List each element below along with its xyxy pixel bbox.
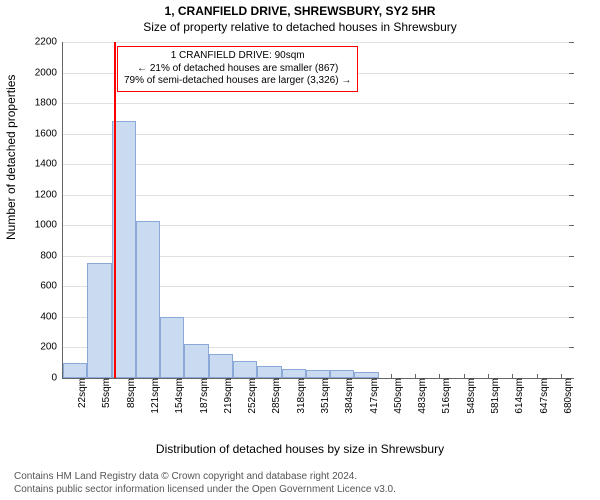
- x-tick-label: 88sqm: [124, 378, 137, 408]
- gridline-h: [63, 134, 573, 135]
- x-tick-label: 417sqm: [367, 378, 380, 414]
- y-tick-label: 1400: [35, 159, 63, 170]
- y-tick-mark: [569, 286, 574, 287]
- gridline-h: [63, 164, 573, 165]
- y-tick-mark: [569, 73, 574, 74]
- x-tick-label: 450sqm: [391, 378, 404, 414]
- histogram-bar: [257, 366, 281, 378]
- histogram-bar: [282, 369, 306, 378]
- histogram-bar: [306, 370, 330, 378]
- histogram-bar: [209, 354, 233, 378]
- y-tick-label: 2000: [35, 67, 63, 78]
- x-tick-label: 614sqm: [512, 378, 525, 414]
- histogram-bar: [136, 221, 160, 378]
- histogram-bar: [233, 361, 257, 378]
- property-marker-line: [114, 42, 116, 378]
- page-title-line2: Size of property relative to detached ho…: [0, 20, 600, 34]
- footer-line-2: Contains public sector information licen…: [14, 484, 396, 497]
- y-tick-mark: [569, 195, 574, 196]
- histogram-bar: [330, 370, 354, 378]
- y-tick-label: 400: [40, 311, 63, 322]
- y-tick-label: 1600: [35, 128, 63, 139]
- histogram-bar: [87, 263, 111, 378]
- x-tick-label: 187sqm: [197, 378, 210, 414]
- footer-line-1: Contains HM Land Registry data © Crown c…: [14, 471, 396, 484]
- x-tick-label: 55sqm: [99, 378, 112, 408]
- y-tick-label: 1800: [35, 98, 63, 109]
- gridline-h: [63, 42, 573, 43]
- y-tick-mark: [569, 256, 574, 257]
- y-tick-mark: [569, 164, 574, 165]
- gridline-h: [63, 103, 573, 104]
- y-tick-label: 600: [40, 281, 63, 292]
- x-tick-label: 680sqm: [561, 378, 574, 414]
- histogram-bar: [354, 372, 378, 378]
- y-tick-label: 1200: [35, 189, 63, 200]
- y-tick-label: 200: [40, 342, 63, 353]
- annotation-line-3: 79% of semi-detached houses are larger (…: [124, 75, 351, 88]
- gridline-h: [63, 195, 573, 196]
- x-tick-label: 121sqm: [148, 378, 161, 414]
- annotation-line-1: 1 CRANFIELD DRIVE: 90sqm: [124, 50, 351, 63]
- x-tick-label: 318sqm: [294, 378, 307, 414]
- annotation-line-2: ← 21% of detached houses are smaller (86…: [124, 63, 351, 76]
- y-tick-label: 0: [51, 373, 63, 384]
- x-tick-label: 581sqm: [488, 378, 501, 414]
- y-tick-mark: [569, 225, 574, 226]
- y-tick-label: 1000: [35, 220, 63, 231]
- x-tick-label: 483sqm: [415, 378, 428, 414]
- y-axis-label: Number of detached properties: [4, 75, 18, 240]
- x-tick-label: 219sqm: [221, 378, 234, 414]
- y-tick-mark: [569, 317, 574, 318]
- chart-plot-area: 0200400600800100012001400160018002000220…: [62, 42, 573, 379]
- y-tick-label: 2200: [35, 37, 63, 48]
- x-tick-label: 252sqm: [245, 378, 258, 414]
- x-tick-label: 154sqm: [172, 378, 185, 414]
- x-tick-label: 548sqm: [464, 378, 477, 414]
- x-tick-label: 22sqm: [75, 378, 88, 408]
- x-tick-label: 384sqm: [342, 378, 355, 414]
- footer-attribution: Contains HM Land Registry data © Crown c…: [14, 471, 396, 496]
- y-tick-label: 800: [40, 250, 63, 261]
- page-title-line1: 1, CRANFIELD DRIVE, SHREWSBURY, SY2 5HR: [0, 4, 600, 18]
- y-tick-mark: [569, 103, 574, 104]
- histogram-bar: [160, 317, 184, 378]
- x-axis-label: Distribution of detached houses by size …: [0, 442, 600, 456]
- x-tick-label: 285sqm: [269, 378, 282, 414]
- x-tick-label: 351sqm: [318, 378, 331, 414]
- chart-annotation-box: 1 CRANFIELD DRIVE: 90sqm ← 21% of detach…: [117, 46, 358, 92]
- y-tick-mark: [569, 347, 574, 348]
- x-tick-label: 647sqm: [537, 378, 550, 414]
- histogram-bar: [63, 363, 87, 378]
- x-tick-label: 516sqm: [439, 378, 452, 414]
- histogram-bar: [184, 344, 208, 378]
- y-tick-mark: [569, 134, 574, 135]
- y-tick-mark: [569, 42, 574, 43]
